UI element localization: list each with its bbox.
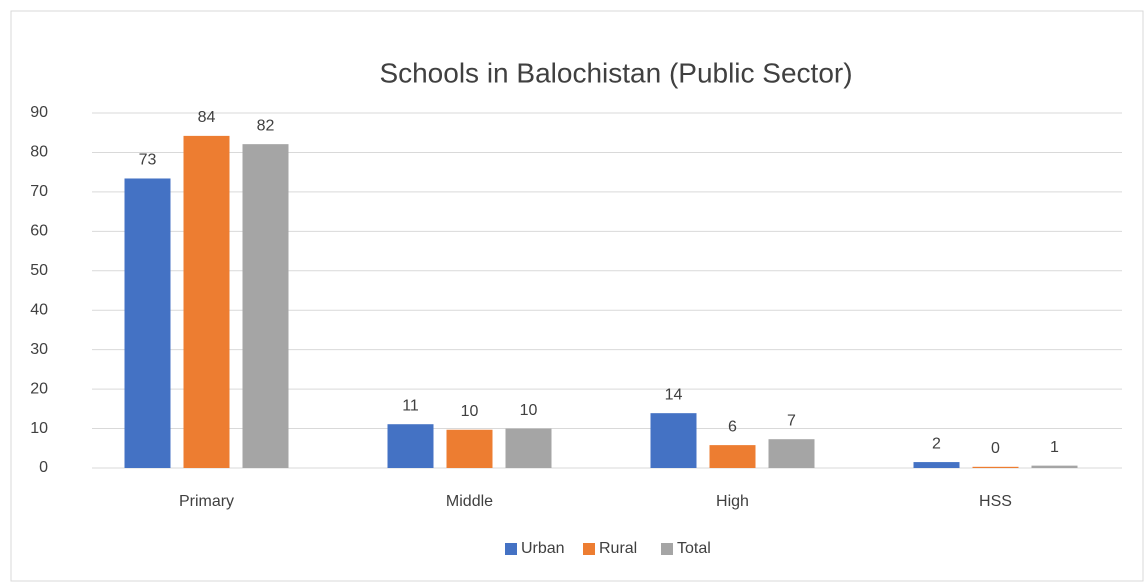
y-tick-label: 70 (30, 183, 48, 200)
y-tick-label: 30 (30, 341, 48, 358)
data-label: 10 (461, 403, 479, 420)
y-tick-label: 0 (39, 459, 48, 476)
bar (650, 413, 697, 468)
y-tick-label: 20 (30, 380, 48, 397)
bar (505, 428, 552, 468)
legend-label: Rural (599, 540, 637, 557)
bar (913, 462, 960, 468)
y-tick-label: 80 (30, 144, 48, 161)
bar (709, 445, 756, 468)
data-label: 82 (257, 117, 275, 134)
bar (768, 439, 815, 468)
data-label: 84 (198, 109, 216, 126)
x-tick-label: HSS (979, 493, 1012, 510)
legend-swatch (661, 543, 673, 555)
bar (242, 144, 289, 468)
legend-label: Total (677, 540, 711, 557)
chart-title: Schools in Balochistan (Public Sector) (379, 57, 852, 88)
data-label: 11 (402, 397, 419, 414)
x-tick-label: Middle (446, 493, 493, 510)
data-label: 6 (728, 418, 737, 435)
y-tick-label: 50 (30, 262, 48, 279)
bar (446, 429, 493, 468)
bar (387, 424, 434, 468)
data-label: 0 (991, 440, 1000, 457)
x-tick-label: Primary (179, 493, 234, 510)
y-tick-label: 60 (30, 223, 48, 240)
data-label: 10 (520, 402, 538, 419)
legend-swatch (505, 543, 517, 555)
bar (183, 135, 230, 468)
data-label: 7 (787, 412, 796, 429)
data-label: 1 (1050, 439, 1059, 456)
bar (1031, 465, 1078, 468)
y-tick-label: 10 (30, 420, 48, 437)
bar (124, 178, 171, 468)
legend-swatch (583, 543, 595, 555)
data-label: 14 (665, 386, 683, 403)
bar (972, 466, 1019, 468)
x-tick-label: High (716, 493, 749, 510)
y-tick-label: 40 (30, 301, 48, 318)
data-label: 2 (932, 435, 941, 452)
data-label: 73 (139, 152, 157, 169)
legend-label: Urban (521, 540, 565, 557)
y-tick-label: 90 (30, 104, 48, 121)
